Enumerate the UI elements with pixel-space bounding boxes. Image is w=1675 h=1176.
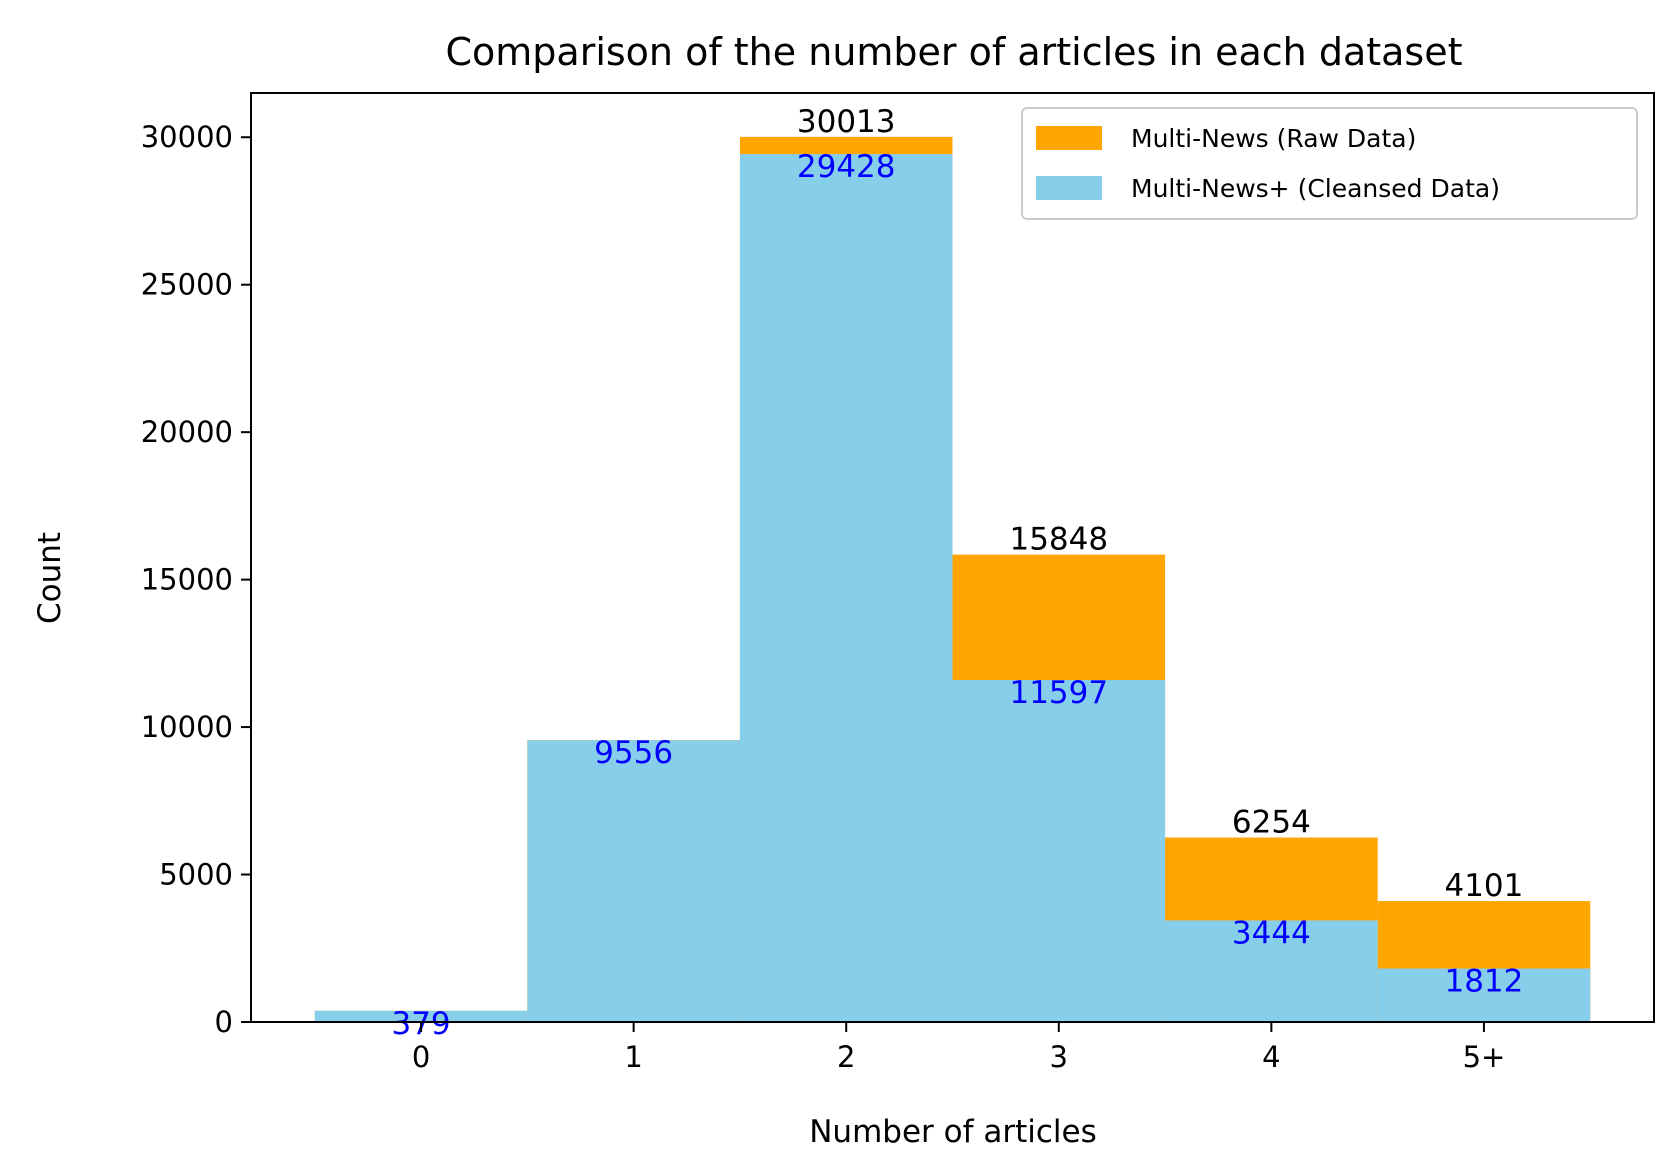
x-tick-label-0: 0 <box>412 1040 430 1074</box>
bar-multi-news-cleansed-data-1 <box>527 740 740 1022</box>
bar-multi-news-cleansed-data-0 <box>314 1010 528 1022</box>
legend-label-cleansed: Multi-News+ (Cleansed Data) <box>1131 174 1500 203</box>
chart-title: Comparison of the number of articles in … <box>445 30 1462 74</box>
x-tick-label-5: 5+ <box>1463 1040 1506 1074</box>
data-label-multi-news-cleansed-data-5: 1812 <box>1444 964 1523 1000</box>
bar-multi-news-cleansed-data-4 <box>1165 920 1378 1022</box>
data-label-multi-news-cleansed-data-1: 9556 <box>594 735 673 771</box>
data-label-multi-news-raw-data-4: 6254 <box>1232 805 1311 841</box>
y-tick-label-15000: 15000 <box>141 563 233 597</box>
y-tick-label-30000: 30000 <box>141 120 233 154</box>
x-tick-label-3: 3 <box>1050 1040 1068 1074</box>
y-tick-label-5000: 5000 <box>159 858 233 892</box>
bars-group <box>314 136 1591 1023</box>
bar-multi-news-cleansed-data-3 <box>952 679 1166 1022</box>
data-label-multi-news-cleansed-data-4: 3444 <box>1232 915 1311 951</box>
plot-frame <box>250 92 1655 1023</box>
y-tick-label-0: 0 <box>215 1005 233 1039</box>
y-tick-label-10000: 10000 <box>141 710 233 744</box>
data-label-multi-news-cleansed-data-3: 11597 <box>1009 675 1108 711</box>
legend-box <box>1021 107 1638 220</box>
y-axis-title: Count <box>32 532 68 624</box>
data-label-multi-news-raw-data-5: 4101 <box>1444 868 1523 904</box>
y-tick-label-25000: 25000 <box>141 268 233 302</box>
x-axis: 0 1 2 3 4 5+ <box>412 1022 1505 1074</box>
legend-swatch-cleansed <box>1036 176 1102 200</box>
legend-swatch-raw <box>1036 126 1102 150</box>
data-label-multi-news-cleansed-data-2: 29428 <box>797 149 896 185</box>
x-tick-label-1: 1 <box>624 1040 642 1074</box>
x-tick-label-4: 4 <box>1262 1040 1280 1074</box>
x-tick-label-2: 2 <box>837 1040 855 1074</box>
y-tick-label-20000: 20000 <box>141 415 233 449</box>
data-labels-group: 3001315848625441013799556294281159734441… <box>391 104 1523 1042</box>
bar-multi-news-cleansed-data-5 <box>1377 968 1591 1022</box>
y-axis: 0 5000 10000 15000 20000 25000 30000 <box>141 120 251 1039</box>
bar-multi-news-cleansed-data-2 <box>739 154 953 1023</box>
legend-label-raw: Multi-News (Raw Data) <box>1131 124 1416 153</box>
legend: Multi-News (Raw Data) Multi-News+ (Clean… <box>1021 107 1638 220</box>
data-label-multi-news-raw-data-2: 30013 <box>797 104 896 140</box>
data-label-multi-news-raw-data-3: 15848 <box>1009 522 1108 558</box>
x-axis-title: Number of articles <box>809 1114 1097 1150</box>
